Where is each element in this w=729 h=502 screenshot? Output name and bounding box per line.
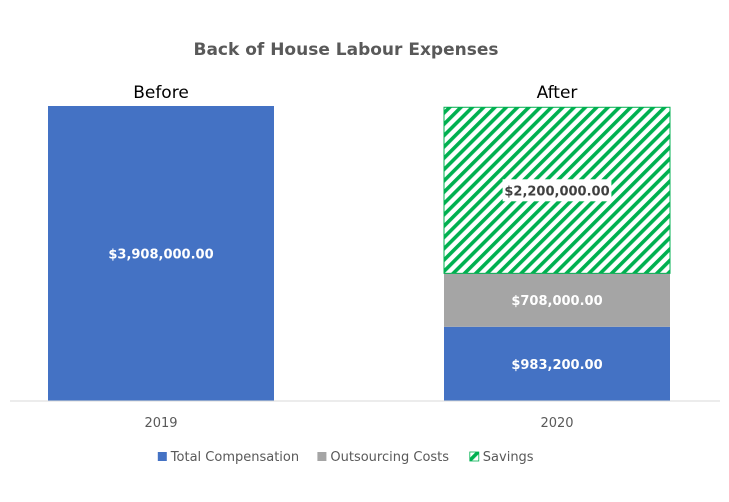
legend-label-savings: Savings — [483, 450, 534, 465]
bar-outsourcing-costs-2020 — [444, 273, 670, 327]
x-tick-labels-group: 2019 2020 — [144, 416, 573, 431]
bars-group — [48, 106, 671, 401]
legend-label-outsourcing-costs: Outsourcing Costs — [330, 450, 449, 465]
panel-label-after: After — [537, 83, 578, 103]
data-label-savings-2020: $2,200,000.00 — [504, 184, 609, 199]
data-label-bg-savings-2020 — [502, 179, 612, 202]
bar-savings-2020 — [443, 106, 671, 274]
legend-swatch-total-compensation — [157, 452, 167, 461]
x-tick-label-2019: 2019 — [144, 416, 177, 431]
panel-label-before: Before — [133, 83, 189, 103]
data-label-total-compensation-2019: $3,908,000.00 — [108, 248, 213, 263]
x-tick-label-2020: 2020 — [540, 416, 573, 431]
data-label-total-compensation-2020: $983,200.00 — [511, 358, 602, 373]
bar-total-compensation-2020 — [444, 326, 670, 401]
data-labels-group: $3,908,000.00 $983,200.00 $708,000.00 $2,20… — [108, 179, 612, 373]
legend-swatch-outsourcing-costs — [317, 452, 327, 461]
bar-total-compensation-2019 — [48, 106, 274, 401]
legend-swatch-savings — [469, 451, 480, 462]
chart-title: Back of House Labour Expenses — [193, 40, 498, 60]
data-label-outsourcing-costs-2020: $708,000.00 — [511, 294, 602, 309]
legend-label-total-compensation: Total Compensation — [170, 450, 299, 465]
legend: Total Compensation Outsourcing Costs Savin… — [157, 450, 534, 465]
panel-labels-group: Before After — [133, 83, 577, 103]
